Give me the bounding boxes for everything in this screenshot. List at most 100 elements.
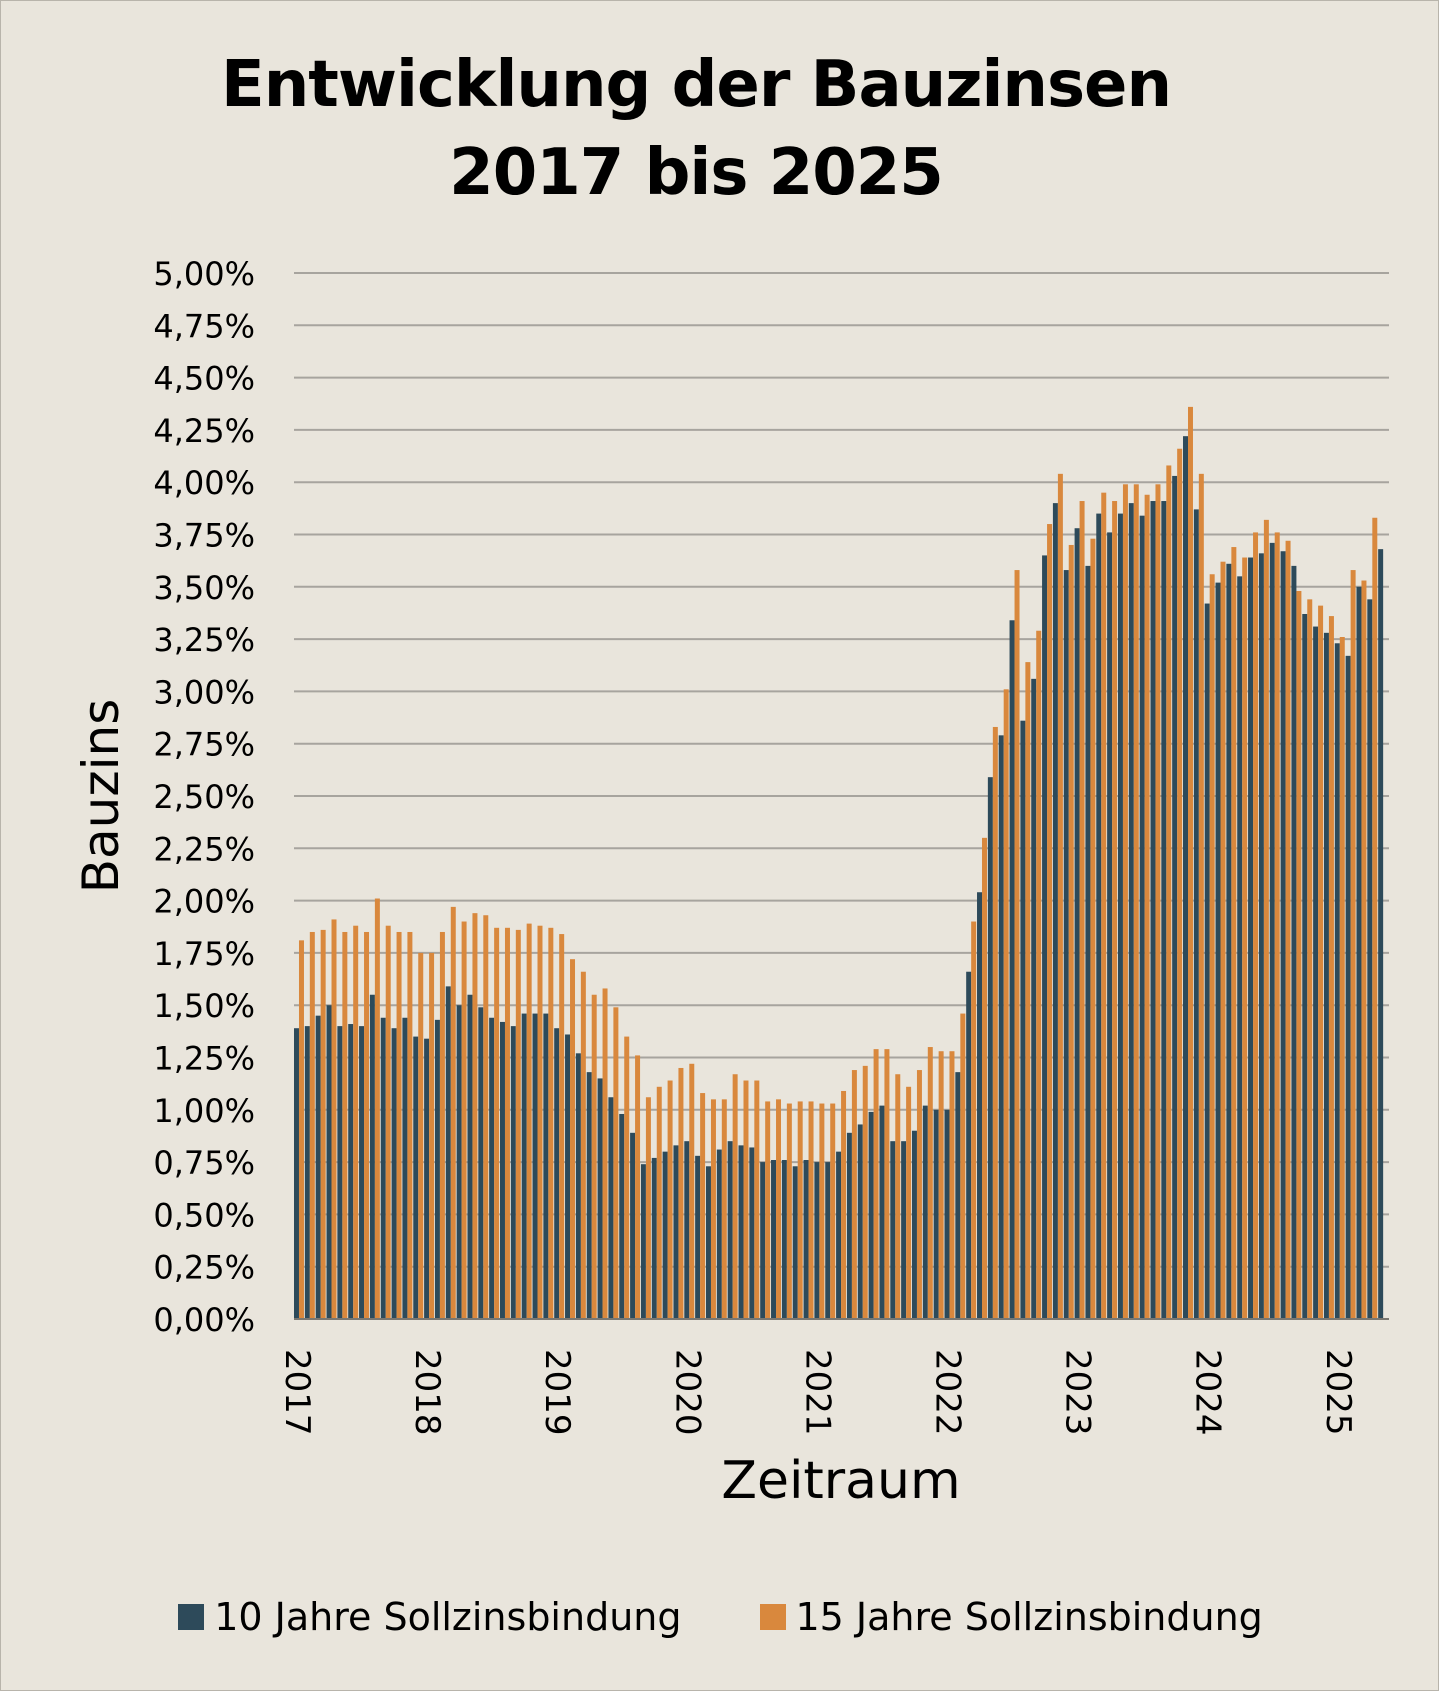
bar-10-jahre (673, 1145, 679, 1319)
bar-15-jahre (1263, 519, 1269, 1319)
x-tick-label: 2022 (927, 1349, 967, 1436)
bar-15-jahre (635, 1055, 641, 1319)
bar-10-jahre (1150, 501, 1156, 1319)
bar-15-jahre (515, 929, 521, 1319)
bar-15-jahre (916, 1070, 922, 1319)
bar-10-jahre (586, 1072, 592, 1319)
bar-15-jahre (862, 1065, 868, 1319)
bar-15-jahre (992, 726, 998, 1319)
bar-15-jahre (1253, 532, 1259, 1319)
y-tick-label: 4,00% (153, 464, 255, 502)
bar-10-jahre (640, 1164, 646, 1319)
bar-10-jahre (955, 1072, 961, 1319)
bar-15-jahre (429, 952, 435, 1319)
bar-10-jahre (315, 1015, 321, 1319)
bar-10-jahre (651, 1157, 657, 1319)
y-tick-label: 2,75% (153, 726, 255, 764)
bar-10-jahre (510, 1026, 516, 1319)
y-tick-label: 0,75% (153, 1144, 255, 1182)
chart-title-line-1: Entwicklung der Bauzinsen (221, 48, 1172, 122)
bar-10-jahre (1313, 626, 1319, 1319)
x-tick-label: 2019 (537, 1349, 577, 1436)
bar-10-jahre (879, 1105, 885, 1319)
bar-10-jahre (1139, 515, 1145, 1319)
bar-15-jahre (374, 898, 380, 1319)
bar-15-jahre (418, 952, 424, 1319)
bar-15-jahre (841, 1090, 847, 1319)
bar-10-jahre (1302, 613, 1308, 1319)
bar-10-jahre (738, 1145, 744, 1319)
bar-10-jahre (760, 1162, 766, 1319)
y-tick-label: 3,75% (153, 517, 255, 555)
bar-10-jahre (1128, 503, 1134, 1319)
legend: 10 Jahre Sollzinsbindung 15 Jahre Sollzi… (1, 1595, 1439, 1639)
bar-10-jahre (684, 1141, 690, 1319)
bar-10-jahre (1183, 436, 1188, 1319)
bar-15-jahre (873, 1049, 879, 1319)
x-axis-label: Zeitraum (721, 1451, 961, 1511)
bar-15-jahre (1090, 538, 1096, 1319)
y-tick-label: 4,75% (153, 307, 255, 345)
bar-10-jahre (857, 1124, 863, 1319)
bar-10-jahre (1096, 513, 1102, 1319)
bar-15-jahre (906, 1086, 912, 1319)
bar-15-jahre (754, 1080, 760, 1319)
legend-label-10-jahre: 10 Jahre Sollzinsbindung (214, 1595, 682, 1639)
bar-10-jahre (890, 1141, 896, 1319)
bar-10-jahre (825, 1162, 831, 1319)
bar-15-jahre (1047, 524, 1053, 1319)
legend-swatch-10-jahre (178, 1604, 205, 1630)
bar-15-jahre (700, 1093, 706, 1319)
bar-10-jahre (630, 1132, 636, 1319)
bar-10-jahre (966, 971, 972, 1319)
bar-15-jahre (1231, 547, 1237, 1319)
y-tick-label: 2,50% (153, 778, 255, 816)
bar-15-jahre (407, 931, 413, 1319)
bar-15-jahre (1036, 630, 1042, 1319)
bar-15-jahre (1155, 484, 1161, 1319)
bar-15-jahre (656, 1086, 662, 1319)
bar-15-jahre (1003, 689, 1009, 1319)
bar-10-jahre (575, 1053, 581, 1319)
bar-15-jahre (938, 1051, 944, 1319)
bar-10-jahre (716, 1149, 722, 1319)
bar-10-jahre (868, 1111, 874, 1319)
bar-15-jahre (819, 1103, 825, 1319)
bar-10-jahre (911, 1130, 917, 1319)
bar-10-jahre (1356, 586, 1362, 1319)
bar-15-jahre (1112, 501, 1118, 1319)
bar-15-jahre (1339, 637, 1345, 1319)
bar-10-jahre (1063, 570, 1069, 1319)
bar-15-jahre (1144, 494, 1150, 1319)
bar-10-jahre (1291, 565, 1297, 1319)
bar-10-jahre (814, 1162, 820, 1319)
bar-15-jahre (1068, 544, 1074, 1319)
bar-10-jahre (1204, 603, 1210, 1319)
bar-15-jahre (1285, 540, 1291, 1319)
bar-15-jahre (342, 931, 348, 1319)
bar-15-jahre (1166, 465, 1172, 1319)
legend-item-10-jahre: 10 Jahre Sollzinsbindung (178, 1595, 682, 1639)
bar-10-jahre (901, 1141, 907, 1319)
y-tick-label: 5,00% (153, 255, 255, 293)
bar-10-jahre (369, 994, 375, 1319)
bar-10-jahre (1074, 528, 1080, 1319)
bar-10-jahre (608, 1097, 614, 1319)
bar-15-jahre (472, 913, 478, 1319)
bar-15-jahre (645, 1097, 651, 1319)
chart-title: Entwicklung der Bauzinsen 2017 bis 2025 (1, 41, 1391, 217)
bar-15-jahre (570, 959, 576, 1319)
y-tick-label: 2,00% (153, 883, 255, 921)
bar-10-jahre (619, 1113, 625, 1319)
bar-10-jahre (1085, 565, 1091, 1319)
bar-10-jahre (456, 1005, 462, 1319)
bar-15-jahre (1350, 570, 1356, 1319)
y-tick-label: 3,50% (153, 569, 255, 607)
bar-15-jahre (797, 1101, 803, 1319)
bar-10-jahre (294, 1028, 299, 1319)
bar-15-jahre (309, 931, 315, 1319)
bar-10-jahre (337, 1026, 343, 1319)
bar-15-jahre (353, 925, 359, 1319)
